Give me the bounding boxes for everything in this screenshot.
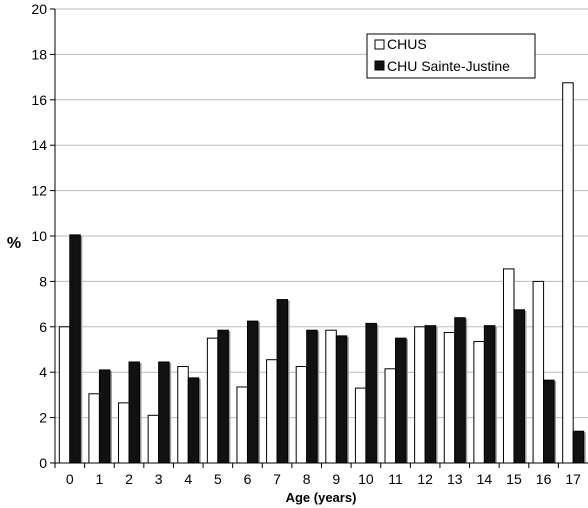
y-tick-label-18: 18 [31, 46, 47, 62]
bar-sainte-justine-3 [158, 361, 170, 464]
x-tick-label-13: 13 [447, 471, 463, 487]
bar-chus-6 [236, 386, 248, 464]
x-tick-label-17: 17 [565, 471, 581, 487]
x-tick-label-7: 7 [273, 471, 281, 487]
bar-chus-0 [58, 326, 71, 464]
y-tick-label-8: 8 [39, 273, 47, 289]
bar-chus-11 [384, 368, 397, 464]
bar-chus-13 [443, 331, 456, 464]
x-tick-labels: 0 1 2 3 4 5 6 7 8 9 10 11 12 13 14 15 16 17 [66, 471, 581, 487]
axes [54, 9, 588, 464]
bar-sainte-justine-6 [246, 320, 259, 464]
x-tick-label-14: 14 [477, 471, 493, 487]
bar-chus-15 [502, 268, 515, 464]
x-tick-label-15: 15 [506, 471, 522, 487]
bar-chus-10 [354, 387, 367, 464]
x-tick-label-11: 11 [388, 471, 403, 487]
bar-chus-7 [266, 359, 278, 464]
bar-sainte-justine-16 [543, 379, 555, 464]
y-tick-label-2: 2 [39, 410, 47, 426]
bar-chus-2 [118, 402, 130, 464]
y-tick-label-6: 6 [39, 319, 47, 335]
bar-chus-16 [532, 280, 545, 464]
bar-sainte-justine-9 [335, 335, 348, 464]
x-axis-label: Age (years) [286, 490, 357, 505]
bar-chus-8 [295, 366, 308, 464]
x-tick-label-6: 6 [244, 471, 252, 487]
x-tick-label-4: 4 [184, 471, 192, 487]
x-tick-label-9: 9 [332, 471, 340, 487]
bar-sainte-justine-10 [365, 322, 377, 464]
bar-sainte-justine-4 [187, 377, 200, 464]
y-tick-label-10: 10 [31, 228, 47, 244]
legend: CHUS CHU Sainte-Justine [366, 33, 536, 79]
bar-sainte-justine-13 [454, 317, 466, 464]
bar-chus-1 [88, 393, 100, 464]
bar-sainte-justine-15 [513, 309, 525, 464]
gridlines [50, 8, 588, 464]
bar-chus-12 [414, 326, 426, 464]
x-tick-label-3: 3 [155, 471, 163, 487]
y-tick-label-16: 16 [31, 92, 47, 108]
x-tick-label-8: 8 [303, 471, 311, 487]
x-tick-label-16: 16 [536, 471, 552, 487]
bar-chus-14 [473, 341, 485, 464]
legend-box [366, 33, 536, 79]
y-tick-label-4: 4 [39, 364, 47, 380]
x-tick-label-1: 1 [96, 471, 104, 487]
bar-chus-4 [177, 366, 189, 464]
legend-swatch-chus [374, 39, 385, 50]
bar-chus-5 [206, 337, 219, 464]
legend-swatch-sainte-justine [374, 60, 385, 71]
bar-sainte-justine-7 [276, 299, 289, 464]
x-tick-label-10: 10 [358, 471, 374, 487]
bars [54, 82, 586, 468]
y-tick-label-12: 12 [31, 183, 47, 199]
bar-sainte-justine-2 [128, 361, 141, 464]
legend-label-chus: CHUS [387, 36, 427, 52]
bar-sainte-justine-12 [424, 325, 437, 464]
y-tick-label-0: 0 [39, 455, 47, 471]
bar-chus-9 [325, 329, 337, 464]
x-tick-label-0: 0 [66, 471, 74, 487]
bar-sainte-justine-0 [69, 234, 81, 464]
y-tick-labels: 0 2 4 6 8 10 12 14 16 18 20 [31, 1, 47, 471]
bar-sainte-justine-17 [572, 430, 585, 464]
x-tick-label-5: 5 [214, 471, 222, 487]
bar-sainte-justine-8 [306, 329, 318, 464]
bar-sainte-justine-11 [395, 337, 407, 464]
bar-sainte-justine-5 [217, 329, 229, 464]
y-tick-label-14: 14 [31, 137, 47, 153]
y-tick-label-20: 20 [31, 1, 47, 17]
bar-chus-17 [562, 82, 574, 464]
bar-sainte-justine-14 [483, 325, 496, 464]
legend-label-sainte-justine: CHU Sainte-Justine [387, 58, 510, 74]
bar-chus-3 [147, 414, 160, 464]
x-tick-label-2: 2 [125, 471, 133, 487]
bar-sainte-justine-1 [98, 369, 111, 464]
x-tick-label-12: 12 [417, 471, 433, 487]
y-axis-label: % [7, 235, 21, 252]
